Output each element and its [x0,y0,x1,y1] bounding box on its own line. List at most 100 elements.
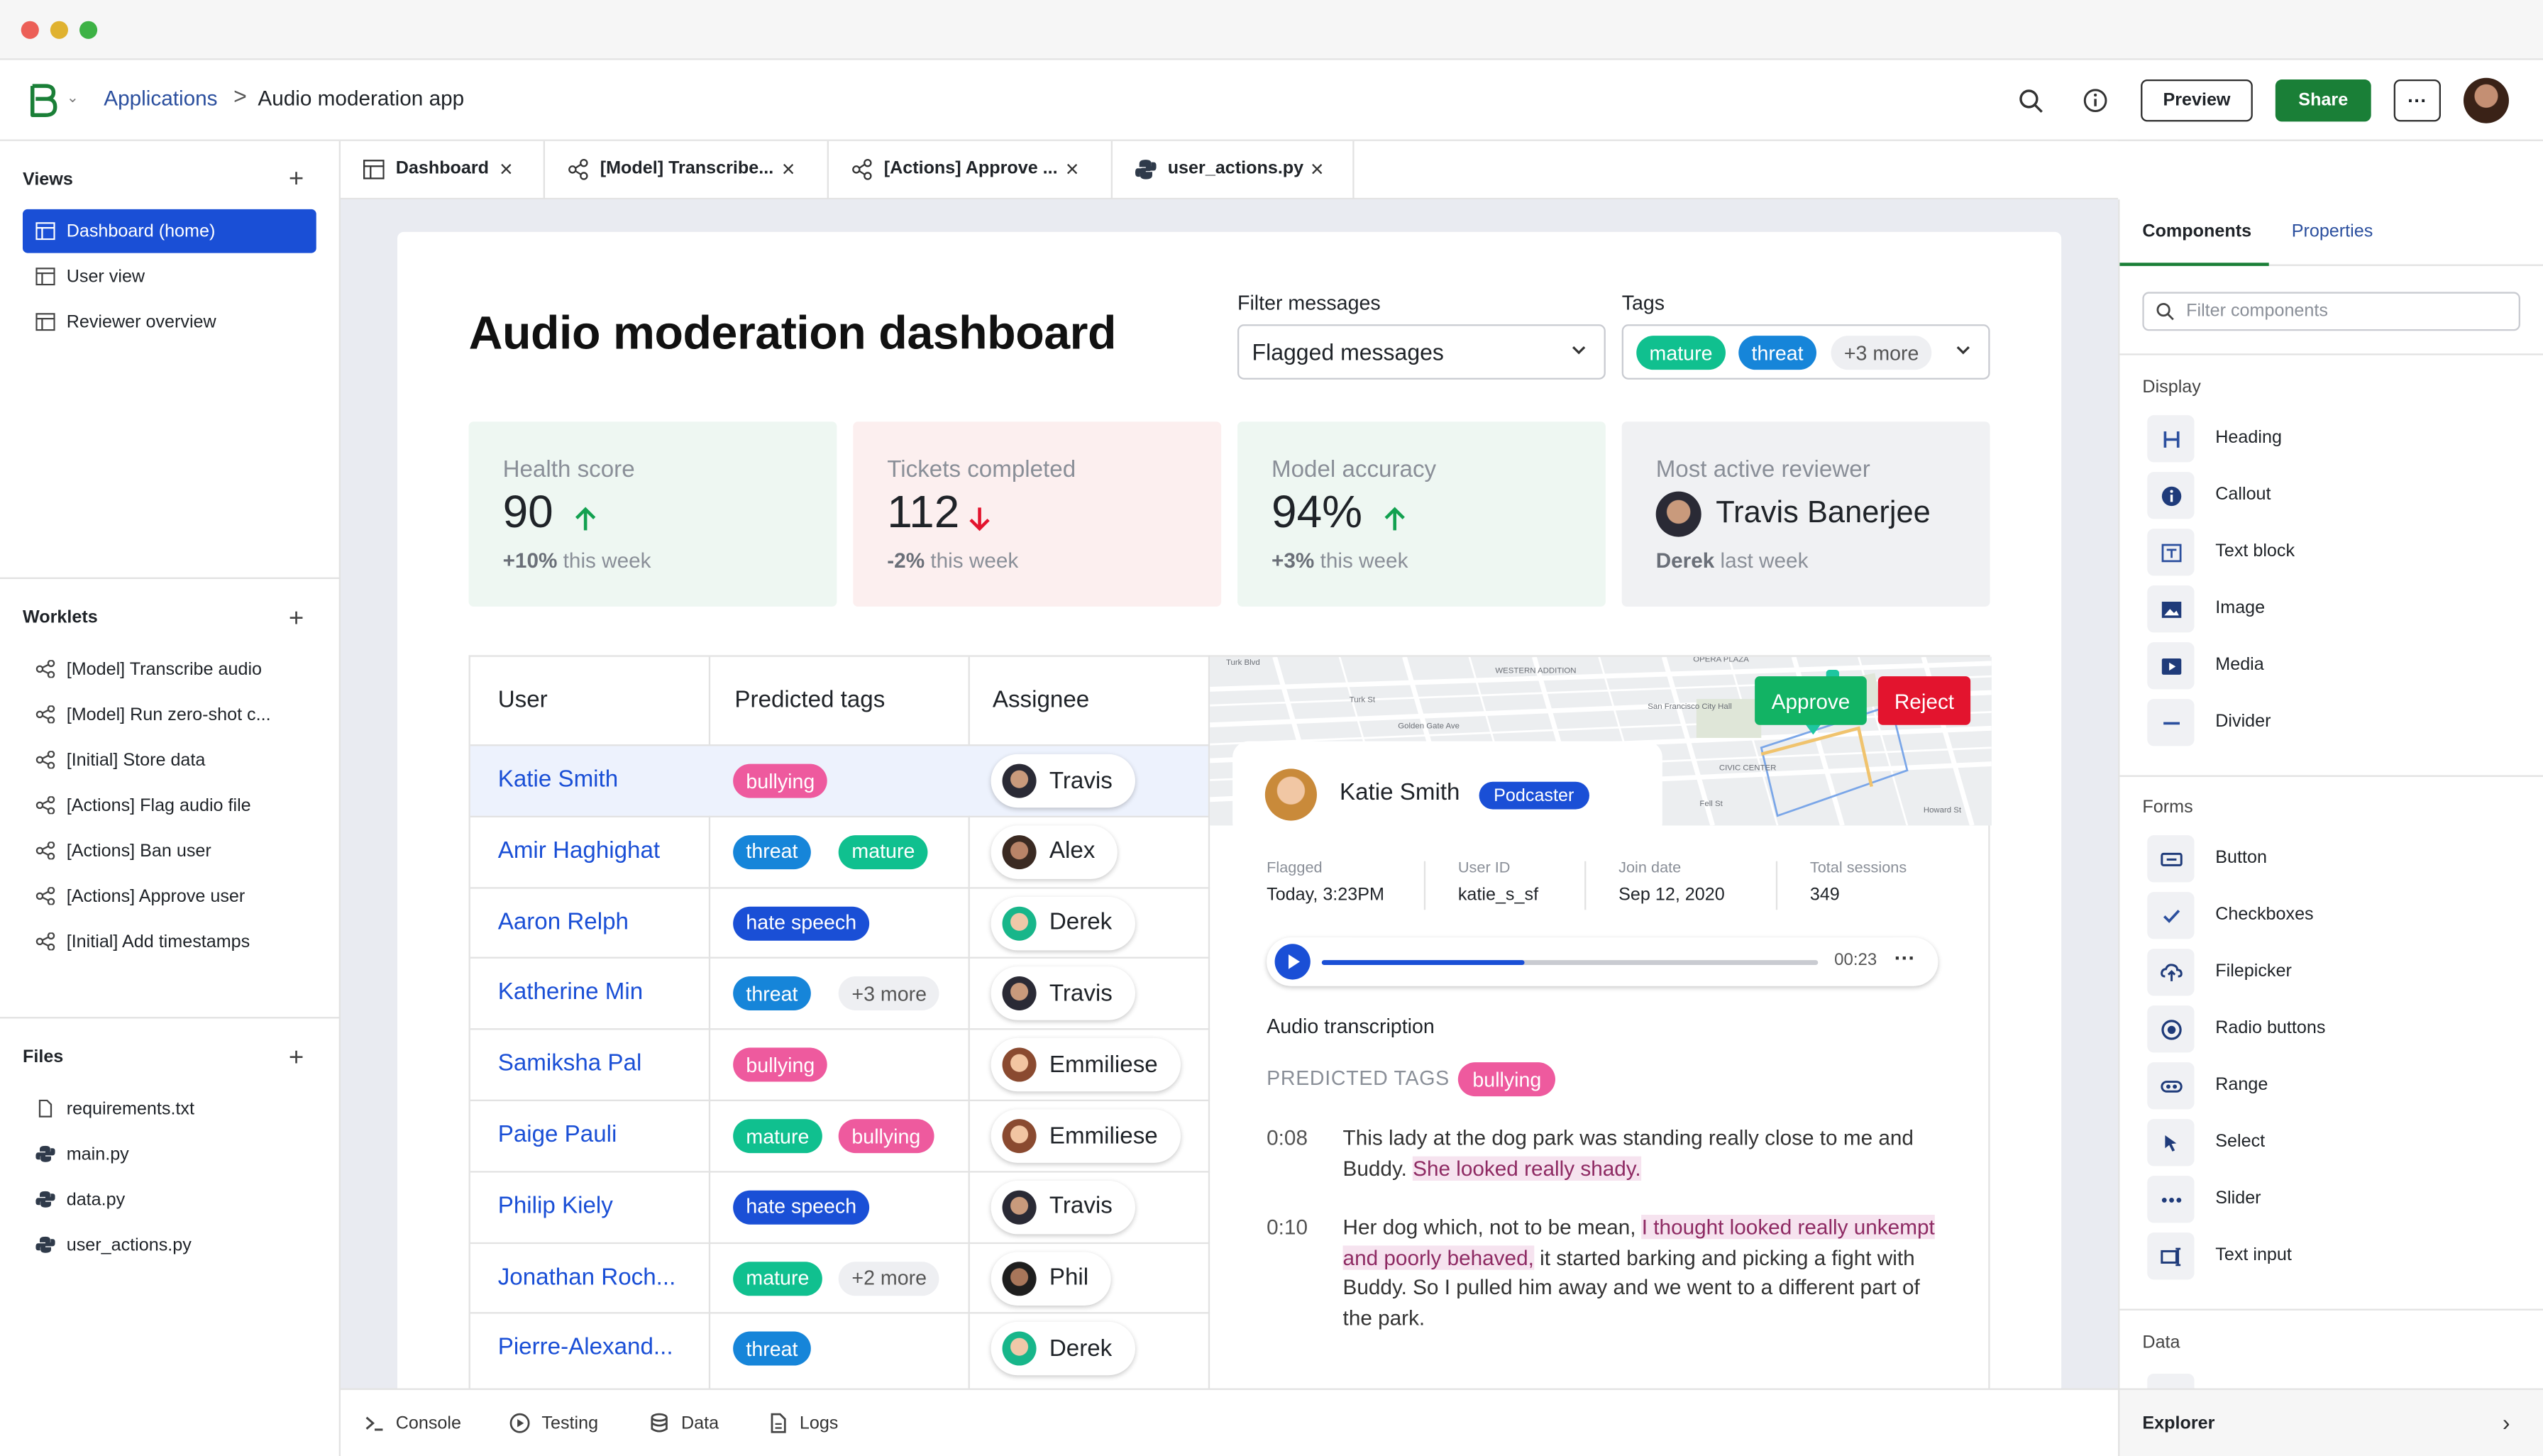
component-item-checkboxes[interactable]: Checkboxes [2147,892,2520,941]
component-item-image[interactable]: Image [2147,585,2520,634]
table-row[interactable]: Katie Smith bullying Travis [470,744,1210,816]
view-item-reviewer-overview[interactable]: Reviewer overview [23,300,316,344]
tab-actions-approve[interactable]: [Actions] Approve ... × [829,140,1113,200]
play-circle-icon [509,1413,530,1433]
breadcrumb-applications[interactable]: Applications [104,86,218,111]
assignee-chip[interactable]: Travis [991,967,1135,1021]
user-name-link[interactable]: Jonathan Roch... [497,1264,676,1291]
worklet-item[interactable]: [Initial] Store data [23,738,316,782]
component-item-button[interactable]: Button [2147,835,2520,884]
view-item-user-view[interactable]: User view [23,255,316,299]
user-name-link[interactable]: Paige Pauli [497,1122,617,1149]
approve-button[interactable]: Approve [1755,676,1867,725]
table-row[interactable]: Samiksha Pal bullying Emmiliese [470,1028,1210,1101]
assignee-chip[interactable]: Alex [991,824,1118,879]
table-row[interactable]: Pierre-Alexand... threat Derek [470,1313,1210,1384]
worklet-item[interactable]: [Actions] Approve user [23,874,316,918]
component-item-range[interactable]: Range [2147,1062,2520,1111]
assignee-chip[interactable]: Derek [991,896,1135,950]
table-row[interactable]: Jonathan Roch... mature +2 more Phil [470,1241,1210,1313]
close-tab-icon[interactable]: × [781,155,795,182]
table-row[interactable]: Philip Kiely hate speech Travis [470,1170,1210,1242]
file-item[interactable]: main.py [23,1132,316,1176]
tag-chip-more[interactable]: +3 more [1831,336,1932,370]
info-icon[interactable] [2081,86,2110,115]
assignee-chip[interactable]: Emmiliese [991,1109,1181,1163]
user-name-link[interactable]: Pierre-Alexand... [497,1335,673,1362]
add-file-plus-icon[interactable]: + [288,1044,304,1072]
assignee-chip[interactable]: Emmiliese [991,1038,1181,1092]
component-item-slider[interactable]: Slider [2147,1176,2520,1225]
file-item[interactable]: requirements.txt [23,1086,316,1130]
close-window-button[interactable] [21,21,39,39]
app-header: ⌄ Applications > Audio moderation app Pr… [0,60,2543,141]
filter-components-input[interactable]: Filter components [2142,292,2520,331]
preview-button[interactable]: Preview [2141,79,2253,122]
component-item-select[interactable]: Select [2147,1119,2520,1168]
component-item-callout[interactable]: Callout [2147,472,2520,521]
audio-progress-track[interactable] [1321,960,1819,965]
share-button[interactable]: Share [2275,79,2371,122]
transcript-timestamp[interactable]: 0:10 [1267,1214,1308,1240]
user-name-link[interactable]: Philip Kiely [497,1193,613,1220]
column-header-predicted-tags[interactable]: Predicted tags [734,688,886,714]
user-name-link[interactable]: Samiksha Pal [497,1051,642,1078]
component-item-divider[interactable]: Divider [2147,699,2520,748]
play-button[interactable] [1274,944,1311,980]
maximize-window-button[interactable] [79,21,98,39]
table-row[interactable]: Paige Pauli mature bullying Emmiliese [470,1099,1210,1171]
component-item-media[interactable]: Media [2147,642,2520,691]
view-item-dashboard-home[interactable]: Dashboard (home) [22,209,316,253]
file-item[interactable]: user_actions.py [23,1223,316,1267]
user-avatar[interactable] [2463,77,2509,123]
user-name-link[interactable]: Katie Smith [497,767,619,793]
logo-menu-chevron-icon[interactable]: ⌄ [66,89,79,106]
close-tab-icon[interactable]: × [499,155,513,182]
column-header-user[interactable]: User [497,688,548,714]
tag-chip-threat[interactable]: threat [1738,336,1816,370]
assignee-chip[interactable]: Derek [991,1322,1135,1377]
tags-multiselect[interactable]: mature threat +3 more [1621,324,1990,380]
table-row[interactable]: Katherine Min threat +3 more Travis [470,957,1210,1029]
worklet-item[interactable]: [Actions] Ban user [23,829,316,873]
table-row[interactable]: Aaron Relph hate speech Derek [470,886,1210,958]
table-row[interactable]: Amir Haghighat threat mature Alex [470,815,1210,887]
column-header-assignee[interactable]: Assignee [992,688,1090,714]
more-options-button[interactable]: ··· [2393,79,2441,122]
tab-dashboard[interactable]: Dashboard × [341,140,545,200]
assignee-chip[interactable]: Phil [991,1251,1112,1306]
component-item-text-block[interactable]: Text block [2147,529,2520,578]
reject-button[interactable]: Reject [1877,676,1971,725]
file-item[interactable]: data.py [23,1177,316,1221]
component-item-filepicker[interactable]: Filepicker [2147,949,2520,998]
worklet-item[interactable]: [Actions] Flag audio file [23,783,316,827]
worklet-item[interactable]: [Model] Transcribe audio [23,647,316,691]
search-icon[interactable] [2016,86,2045,115]
logo-icon[interactable] [29,83,58,118]
close-tab-icon[interactable]: × [1065,155,1079,182]
worklet-item[interactable]: [Initial] Add timestamps [23,920,316,964]
component-item-radio-buttons[interactable]: Radio buttons [2147,1005,2520,1054]
tab-properties[interactable]: Properties [2291,222,2373,242]
user-name-link[interactable]: Katherine Min [497,980,644,1007]
add-worklet-plus-icon[interactable]: + [288,605,304,633]
component-item-heading[interactable]: Heading [2147,415,2520,464]
user-name-link[interactable]: Amir Haghighat [497,838,661,864]
chevron-down-icon [1956,346,1970,355]
filter-messages-select[interactable]: Flagged messages [1237,324,1606,380]
tab-user-actions-py[interactable]: user_actions.py × [1113,140,1355,200]
worklet-item[interactable]: [Model] Run zero-shot c... [23,693,316,737]
close-tab-icon[interactable]: × [1310,155,1324,182]
tag-chip-mature[interactable]: mature [1636,336,1726,370]
transcript-timestamp[interactable]: 0:08 [1267,1125,1308,1150]
assignee-chip[interactable]: Travis [991,1180,1135,1234]
component-item-text-input[interactable]: Text input [2147,1232,2520,1281]
add-view-plus-icon[interactable]: + [288,165,304,193]
assignee-chip[interactable]: Travis [991,754,1135,808]
minimize-window-button[interactable] [50,21,68,39]
tab-model-transcribe[interactable]: [Model] Transcribe... × [545,140,829,200]
tab-components[interactable]: Components [2142,222,2252,242]
explorer-toggle[interactable]: Explorer › [2118,1388,2543,1456]
audio-more-icon[interactable]: ··· [1894,945,1916,970]
user-name-link[interactable]: Aaron Relph [497,909,629,935]
